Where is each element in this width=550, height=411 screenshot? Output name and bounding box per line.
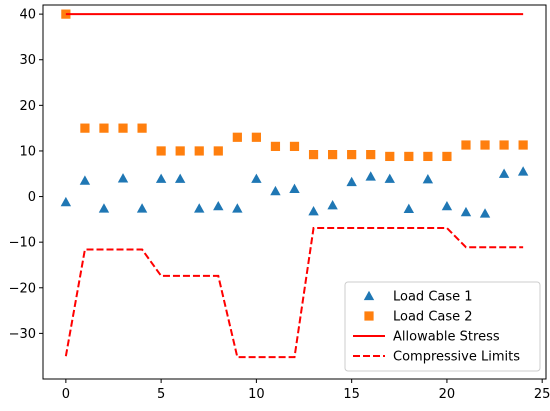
load-case-2-point [118, 123, 128, 133]
load-case-1-point [498, 168, 510, 178]
x-axis: 0 5 10 15 20 25 [62, 379, 550, 402]
load-case-2-point [289, 141, 300, 151]
load-case-2-point [518, 140, 528, 150]
load-case-2-point [461, 140, 471, 150]
legend-label: Allowable Stress [393, 330, 500, 345]
legend-item-load-case-2: Load Case 2 [364, 310, 473, 325]
load-case-1-point [384, 173, 395, 183]
legend-item-compressive-limits: Compressive Limits [353, 350, 520, 365]
load-case-1-point [365, 171, 376, 181]
load-case-1-point [517, 166, 529, 176]
load-case-2-point [328, 150, 338, 160]
load-case-1-point [460, 206, 472, 217]
legend-item-allowable-stress: Allowable Stress [353, 330, 500, 345]
y-tick-label: 10 [19, 144, 36, 159]
load-case-1-point [479, 208, 491, 218]
load-case-2-point [404, 151, 414, 162]
load-case-1-point [117, 173, 129, 183]
plot-frame [42, 4, 547, 380]
load-case-1-point [327, 200, 338, 210]
load-case-1-point [174, 173, 186, 183]
load-case-1-point [308, 205, 319, 216]
legend-label: Load Case 1 [393, 290, 473, 305]
load-case-1-point [155, 173, 167, 183]
y-tick-label: 20 [19, 99, 36, 114]
load-case-2-point [232, 132, 242, 142]
load-case-2-point [499, 140, 509, 150]
series-load-case-2 [61, 9, 528, 162]
load-case-2-point [175, 146, 185, 156]
compressive-limits-line [64, 227, 524, 359]
load-case-2-point [308, 150, 319, 160]
load-case-1-point [441, 200, 453, 211]
x-tick-label: 25 [534, 387, 550, 402]
load-case-1-point [251, 173, 262, 183]
load-case-2-point [80, 123, 90, 133]
y-tick-label: 30 [19, 53, 36, 68]
legend-label: Load Case 2 [393, 310, 473, 325]
y-tick-label: 40 [19, 8, 36, 23]
x-tick-label: 10 [248, 387, 265, 402]
legend-item-load-case-1: Load Case 1 [363, 290, 473, 305]
load-case-2-point [251, 132, 261, 142]
legend-label: Compressive Limits [393, 350, 520, 365]
load-case-2-point [385, 151, 395, 162]
load-case-1-point [422, 174, 434, 184]
x-tick-label: 5 [157, 387, 165, 402]
legend-swatch-load-case-1 [363, 290, 375, 301]
load-case-1-point [232, 203, 243, 213]
legend: Load Case 1 Load Case 2 Allowable Stress Co… [344, 281, 541, 372]
series-compressive-limits [64, 227, 524, 359]
y-tick-label: −30 [9, 327, 36, 342]
x-tick-label: 15 [343, 387, 360, 402]
y-tick-label: −10 [9, 236, 36, 251]
load-case-1-point [136, 203, 148, 213]
series-load-case-1 [60, 166, 529, 218]
load-case-2-point [366, 150, 376, 160]
load-case-1-point [60, 196, 72, 207]
load-case-2-point [423, 151, 433, 162]
load-case-1-point [79, 175, 91, 185]
load-case-1-point [403, 203, 415, 214]
legend-swatch-load-case-2 [364, 311, 374, 321]
load-case-2-point [480, 140, 490, 150]
load-case-1-point [213, 200, 224, 211]
load-case-2-point [194, 146, 204, 156]
load-case-1-point [289, 183, 300, 193]
load-case-1-point [270, 185, 281, 196]
load-case-2-point [99, 123, 109, 133]
load-case-2-point [347, 150, 357, 160]
load-case-1-point [194, 203, 205, 213]
load-case-2-point [213, 146, 223, 156]
x-tick-label: 0 [62, 387, 70, 402]
load-case-2-point [137, 123, 147, 133]
load-case-1-point [98, 203, 110, 213]
load-case-1-point [346, 176, 357, 187]
y-tick-label: 0 [28, 190, 36, 205]
y-axis: −30 −20 −10 0 10 20 30 40 [9, 8, 43, 342]
plot-marks [60, 9, 529, 359]
load-case-2-point [270, 141, 281, 151]
load-case-2-point [442, 151, 452, 162]
y-tick-label: −20 [9, 281, 36, 296]
legend-box [344, 281, 541, 372]
load-case-2-point [156, 146, 166, 156]
x-tick-label: 20 [439, 387, 456, 402]
